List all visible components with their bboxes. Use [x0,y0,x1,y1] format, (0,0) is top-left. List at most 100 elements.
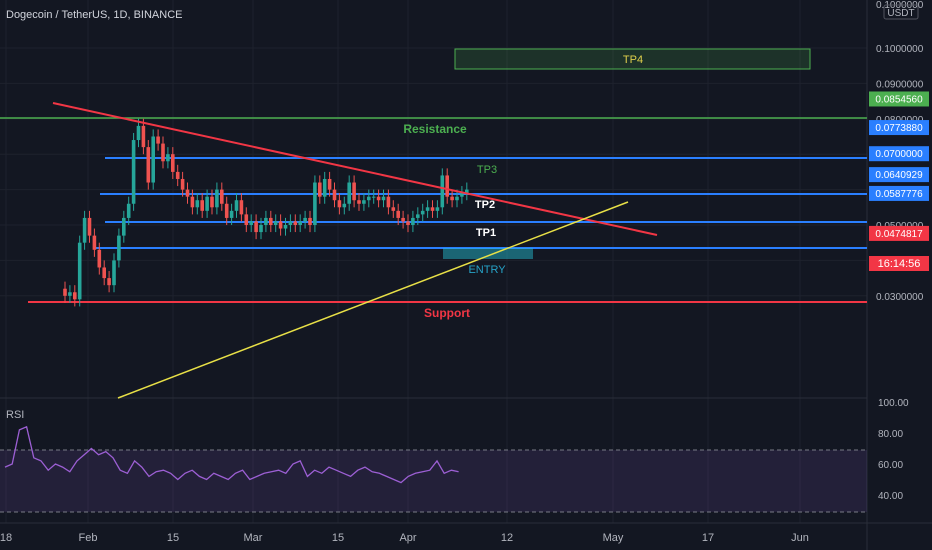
rsi-tick: 100.00 [878,398,909,409]
candle-body [420,210,425,215]
candle-body [146,147,151,183]
tp3-label: TP3 [477,164,497,176]
level-tag [869,120,929,136]
time-tick: Jun [791,532,809,544]
candle-body [234,200,239,211]
candle-body [190,196,195,208]
candle-body [175,171,180,179]
candle-body [224,203,229,218]
candle-body [298,221,302,225]
countdown-tag [869,256,929,271]
candle-body [416,214,420,218]
candle-body [352,182,356,201]
level-tag-text: 0.0587776 [875,189,923,200]
candle-body [73,292,77,300]
candle-body [435,207,440,211]
rsi-band [0,450,867,512]
candle-body [337,200,342,208]
resistance-label: Resistance [403,122,467,136]
tp4-box[interactable] [454,48,811,70]
grid [0,0,867,523]
candle-body [126,203,131,218]
entry-zone[interactable] [443,248,533,259]
candle-body [102,267,106,279]
candle-body [220,189,224,204]
candle-body [63,288,67,296]
time-tick: 15 [167,532,179,544]
level-tag-text: 0.0474817 [875,229,923,240]
tp1-label: TP1 [476,227,496,239]
candles [63,118,469,307]
currency-badge[interactable] [883,4,919,20]
candle-body [200,200,204,211]
level-tag-text: 0.0773880 [875,123,923,134]
candle-body [308,217,312,225]
time-axis[interactable]: 18 Feb 15 Mar 15 Apr 12 May 17 Jun [0,532,809,544]
candle-body [215,189,219,208]
candle-body [313,182,317,225]
rsi-line [4,425,459,484]
candle-body [249,221,253,225]
support-label: Support [424,306,470,320]
candle-body [367,196,371,201]
candle-body [131,140,136,204]
candle-body [210,196,214,208]
candle-body [117,235,121,261]
candle-body [465,189,469,194]
candle-body [376,196,381,201]
candle-body [185,189,190,197]
candle-body [411,217,415,225]
candle-body [327,178,332,190]
candle-body [347,182,351,204]
candle-body [166,154,170,162]
candle-body [445,175,449,197]
candle-body [322,178,327,197]
candle-body [406,221,410,225]
candle-body [244,214,249,225]
ascending-trendline[interactable] [117,201,629,399]
candle-body [362,200,366,204]
candle-body [342,203,347,208]
level-tag-text: 0.0700000 [875,149,923,160]
level-tag [869,146,929,162]
price-tick: 0.0300000 [876,292,924,303]
candle-body [171,154,175,172]
candle-body [264,217,268,225]
candle-body [112,260,116,286]
candle-body [283,225,288,229]
time-tick: Mar [244,532,263,544]
descending-trendline[interactable] [52,102,658,236]
candle-body [195,200,200,208]
candle-body [455,196,459,201]
level-tag-text: 0.0854560 [875,94,923,105]
price-tick: 0.1000000 [876,44,924,55]
rsi-tick: 80.00 [878,429,903,440]
tp2-label: TP2 [475,199,495,211]
candle-body [450,196,454,201]
candle-body [371,196,376,198]
candle-body [136,125,141,141]
candle-body [229,210,234,218]
candle-body [180,178,185,190]
candle-body [401,217,405,222]
candle-body [381,196,386,201]
candle-body [273,221,278,225]
candle-body [92,235,97,250]
rsi-tick: 60.00 [878,460,903,471]
candle-body [278,221,283,229]
candle-body [77,242,82,300]
entry-label: ENTRY [468,264,506,276]
candle-body [288,221,293,225]
candle-body [161,143,165,162]
candle-body [82,217,87,243]
candle-body [425,207,430,211]
candle-body [156,136,160,144]
candle-body [269,217,273,225]
level-tag [869,185,929,201]
candle-body [259,225,263,233]
level-tags: 0.0854560 0.0773880 0.0700000 0.0640929 0.05… [869,91,929,241]
countdown-text: 16:14:56 [878,258,921,270]
time-tick: 15 [332,532,344,544]
level-tag [869,225,929,241]
